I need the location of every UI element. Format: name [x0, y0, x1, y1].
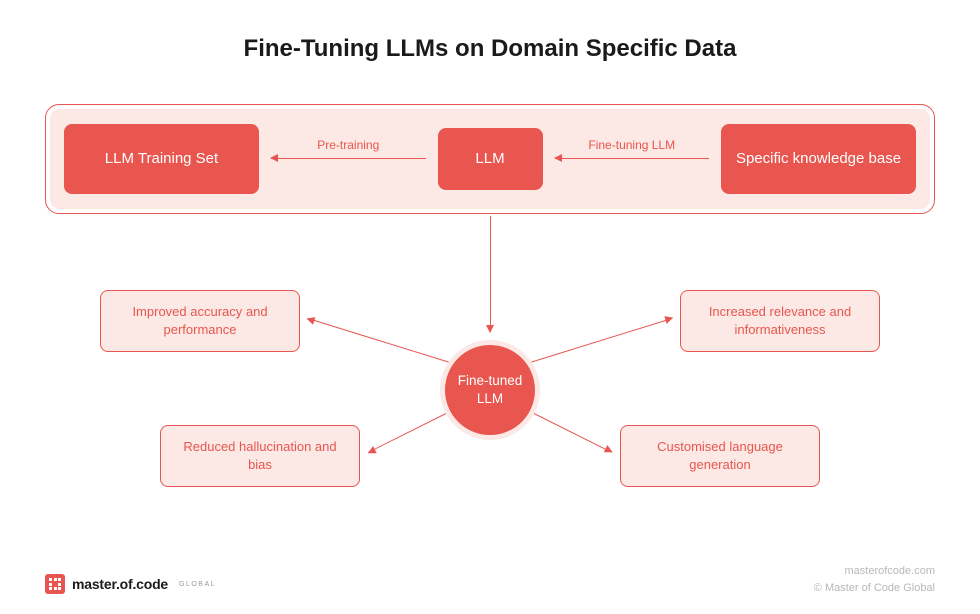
footer-copyright: © Master of Code Global — [814, 580, 935, 597]
arrow-down-to-circle — [490, 216, 491, 332]
arrow-finetuning: Fine-tuning LLM — [543, 124, 722, 194]
outcome-arrow-2 — [368, 412, 448, 453]
footer-site: masterofcode.com — [814, 563, 935, 580]
footer-right: masterofcode.com © Master of Code Global — [814, 563, 935, 596]
page-title: Fine-Tuning LLMs on Domain Specific Data — [0, 35, 980, 63]
top-pipeline-inner: LLM Training Set Pre-training LLM Fine-t… — [50, 109, 930, 209]
outcome-relevance: Increased relevance and informativeness — [680, 290, 880, 352]
footer-logo: master.of.code GLOBAL — [45, 574, 216, 594]
node-llm: LLM — [438, 128, 543, 190]
arrow-pretraining-label: Pre-training — [317, 138, 379, 152]
arrow-finetuning-line — [555, 158, 710, 159]
outcome-arrow-3 — [532, 412, 612, 453]
arrow-finetuning-label: Fine-tuning LLM — [588, 138, 675, 152]
outcome-accuracy: Improved accuracy and performance — [100, 290, 300, 352]
logo-subtext: GLOBAL — [179, 581, 216, 588]
node-training-set: LLM Training Set — [64, 124, 259, 194]
node-knowledge-base: Specific knowledge base — [721, 124, 916, 194]
outcome-arrow-1 — [530, 318, 672, 363]
outcome-customised: Customised language generation — [620, 425, 820, 487]
top-pipeline-container: LLM Training Set Pre-training LLM Fine-t… — [45, 104, 935, 214]
arrow-pretraining: Pre-training — [259, 124, 438, 194]
logo-text: master.of.code — [72, 576, 168, 592]
logo-mark-icon — [45, 574, 65, 594]
arrow-pretraining-line — [271, 158, 426, 159]
node-finetuned-llm: Fine-tuned LLM — [440, 340, 540, 440]
outcome-arrow-0 — [308, 318, 450, 363]
outcome-hallucination: Reduced hallucination and bias — [160, 425, 360, 487]
